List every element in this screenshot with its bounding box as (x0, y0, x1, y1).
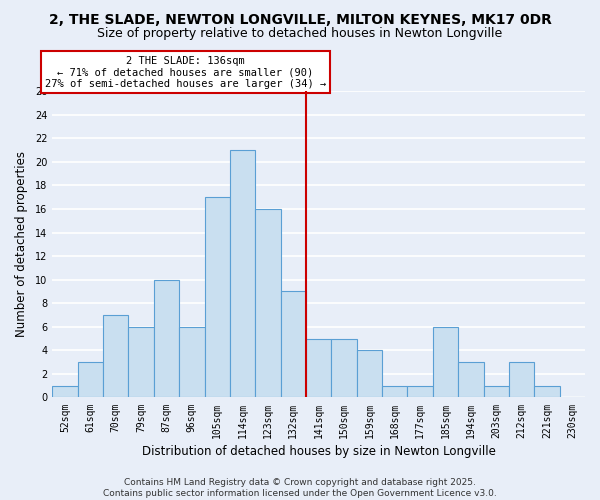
Bar (433, 327, 458, 398)
Bar (230, 150, 255, 398)
Text: Size of property relative to detached houses in Newton Longville: Size of property relative to detached ho… (97, 28, 503, 40)
Bar (255, 209, 281, 398)
Text: Contains HM Land Registry data © Crown copyright and database right 2025.
Contai: Contains HM Land Registry data © Crown c… (103, 478, 497, 498)
Bar (179, 327, 205, 398)
Bar (306, 338, 331, 398)
Bar (484, 386, 509, 398)
Bar (534, 386, 560, 398)
Bar (357, 350, 382, 398)
Bar (382, 386, 407, 398)
Y-axis label: Number of detached properties: Number of detached properties (15, 152, 28, 338)
Bar (103, 315, 128, 398)
Text: 2, THE SLADE, NEWTON LONGVILLE, MILTON KEYNES, MK17 0DR: 2, THE SLADE, NEWTON LONGVILLE, MILTON K… (49, 12, 551, 26)
Bar (281, 292, 306, 398)
Bar (458, 362, 484, 398)
Bar (52, 386, 77, 398)
Bar (128, 327, 154, 398)
Bar (407, 386, 433, 398)
Bar (331, 338, 357, 398)
Bar (154, 280, 179, 398)
X-axis label: Distribution of detached houses by size in Newton Longville: Distribution of detached houses by size … (142, 444, 496, 458)
Bar (205, 197, 230, 398)
Text: 2 THE SLADE: 136sqm
← 71% of detached houses are smaller (90)
27% of semi-detach: 2 THE SLADE: 136sqm ← 71% of detached ho… (45, 56, 326, 89)
Bar (509, 362, 534, 398)
Bar (77, 362, 103, 398)
